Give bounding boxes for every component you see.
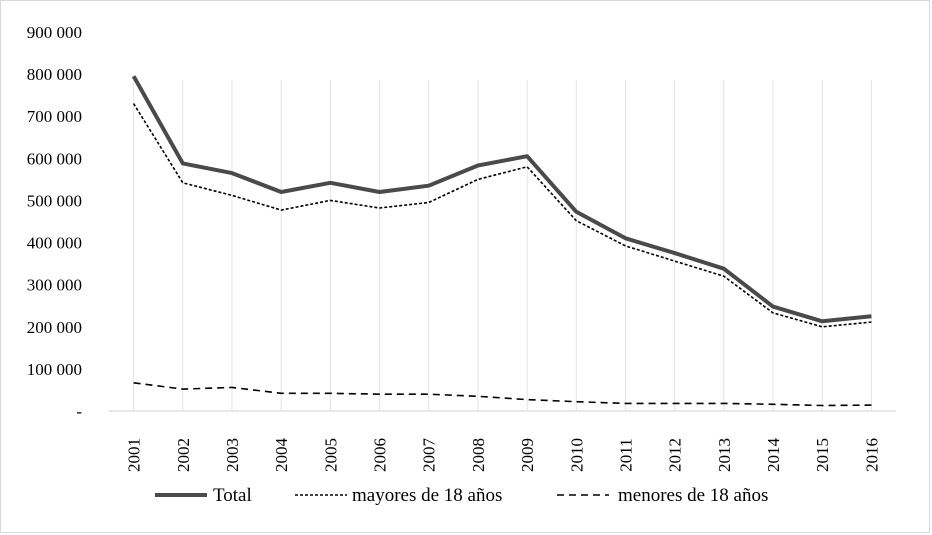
x-tick-label: 2011 bbox=[616, 438, 635, 471]
x-tick-label: 2014 bbox=[764, 438, 783, 473]
x-tick-label: 2009 bbox=[518, 438, 537, 472]
x-tick-label: 2005 bbox=[321, 438, 340, 472]
x-tick-label: 2012 bbox=[666, 438, 685, 472]
y-tick-label: 300 000 bbox=[27, 276, 82, 295]
x-tick-label: 2001 bbox=[125, 438, 144, 472]
x-tick-label: 2013 bbox=[715, 438, 734, 472]
y-tick-label: 800 000 bbox=[27, 65, 82, 84]
y-tick-label: 200 000 bbox=[27, 318, 82, 337]
x-tick-label: 2003 bbox=[223, 438, 242, 472]
series-line-0 bbox=[131, 75, 872, 324]
y-tick-labels: - 100 000 200 000 300 000 400 000 500 000 600 … bbox=[27, 23, 83, 421]
legend-label-0: Total bbox=[213, 485, 252, 506]
y-tick-label: 700 000 bbox=[27, 107, 82, 126]
series-line-2 bbox=[133, 382, 872, 407]
grid-layer bbox=[133, 80, 872, 411]
x-tick-label: 2007 bbox=[420, 438, 439, 473]
x-tick-label: 2015 bbox=[813, 438, 832, 472]
legend: Total mayores de 18 años menores de 18 año… bbox=[155, 485, 768, 506]
x-tick-label: 2008 bbox=[469, 438, 488, 472]
legend-label-2: menores de 18 años bbox=[618, 485, 768, 506]
x-tick-label: 2004 bbox=[272, 438, 291, 473]
x-tick-label: 2002 bbox=[174, 438, 193, 472]
x-tick-label: 2010 bbox=[567, 438, 586, 472]
y-tick-label: 600 000 bbox=[27, 149, 82, 168]
legend-label-1: mayores de 18 años bbox=[352, 485, 502, 506]
x-tick-labels: 2001 2002 2003 2004 2005 2006 2007 2008 2009 2010… bbox=[125, 438, 882, 473]
y-tick-label: - bbox=[76, 402, 82, 421]
y-tick-label: 100 000 bbox=[27, 360, 82, 379]
x-tick-label: 2006 bbox=[371, 438, 390, 472]
series-line-1 bbox=[132, 103, 872, 328]
y-tick-label: 400 000 bbox=[27, 234, 82, 253]
series-layer bbox=[131, 75, 872, 407]
y-tick-label: 900 000 bbox=[27, 23, 82, 42]
y-tick-label: 500 000 bbox=[27, 191, 82, 210]
x-tick-label: 2016 bbox=[862, 438, 881, 472]
